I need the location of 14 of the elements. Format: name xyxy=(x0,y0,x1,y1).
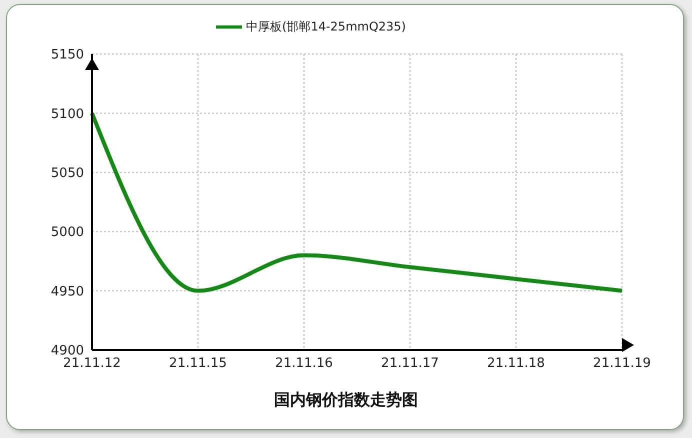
text: 国内钢价指数走势图 xyxy=(273,390,419,411)
y-tick-label: 5100 xyxy=(50,106,84,122)
x-tick-label: 21.11.17 xyxy=(381,356,439,372)
x-tick-label: 21.11.15 xyxy=(169,356,227,372)
x-tick-label: 21.11.16 xyxy=(275,356,333,372)
y-tick-label: 5050 xyxy=(50,166,84,182)
y-tick-label: 4950 xyxy=(50,284,84,300)
y-tick-label: 5150 xyxy=(50,48,84,63)
y-tick-label: 5000 xyxy=(50,225,84,240)
x-tick-label: 21.11.19 xyxy=(593,356,651,372)
x-tick-label: 21.11.12 xyxy=(63,356,121,372)
line-series xyxy=(90,111,624,293)
legend-label: 中厚板(邯郸14-25mmQ235) xyxy=(246,19,406,34)
x-tick-label: 21.11.18 xyxy=(487,356,545,372)
